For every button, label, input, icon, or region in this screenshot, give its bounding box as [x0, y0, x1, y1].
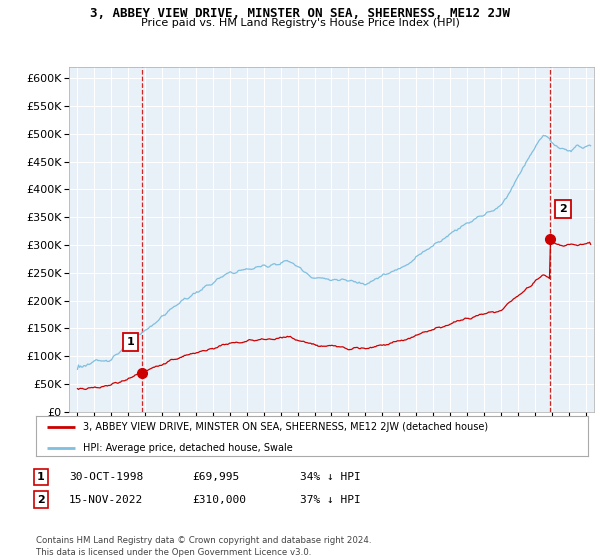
- Text: 1: 1: [37, 472, 44, 482]
- Text: 37% ↓ HPI: 37% ↓ HPI: [300, 494, 361, 505]
- Text: 30-OCT-1998: 30-OCT-1998: [69, 472, 143, 482]
- Text: 34% ↓ HPI: 34% ↓ HPI: [300, 472, 361, 482]
- Text: 3, ABBEY VIEW DRIVE, MINSTER ON SEA, SHEERNESS, ME12 2JW (detached house): 3, ABBEY VIEW DRIVE, MINSTER ON SEA, SHE…: [83, 422, 488, 432]
- Text: £310,000: £310,000: [192, 494, 246, 505]
- Text: 3, ABBEY VIEW DRIVE, MINSTER ON SEA, SHEERNESS, ME12 2JW: 3, ABBEY VIEW DRIVE, MINSTER ON SEA, SHE…: [90, 7, 510, 20]
- Text: £69,995: £69,995: [192, 472, 239, 482]
- Text: 2: 2: [37, 494, 44, 505]
- Text: 1: 1: [127, 337, 134, 347]
- Text: 2: 2: [559, 204, 567, 214]
- Text: 15-NOV-2022: 15-NOV-2022: [69, 494, 143, 505]
- Text: Contains HM Land Registry data © Crown copyright and database right 2024.
This d: Contains HM Land Registry data © Crown c…: [36, 536, 371, 557]
- Text: Price paid vs. HM Land Registry's House Price Index (HPI): Price paid vs. HM Land Registry's House …: [140, 18, 460, 29]
- Text: HPI: Average price, detached house, Swale: HPI: Average price, detached house, Swal…: [83, 442, 293, 452]
